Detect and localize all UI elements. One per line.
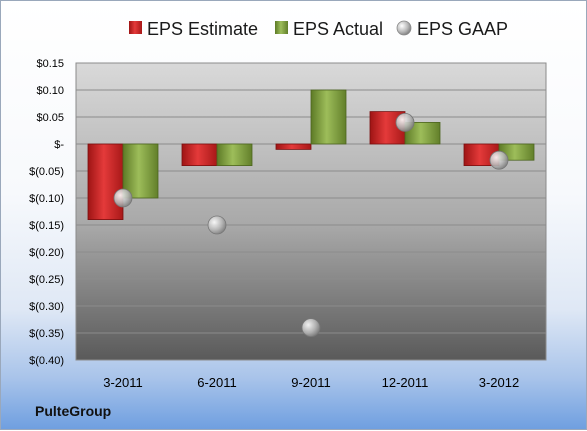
bar-eps-actual (122, 143, 159, 199)
y-tick-label: $(0.35) (29, 328, 64, 340)
legend-marker-gaap (396, 20, 412, 36)
bar-eps-actual (216, 143, 253, 167)
legend-label-actual: EPS Actual (293, 19, 383, 39)
gridlines (76, 62, 546, 361)
legend-label-estimate: EPS Estimate (147, 19, 258, 39)
x-tick-label: 3-2012 (479, 375, 519, 390)
y-tick-label: $(0.25) (29, 274, 64, 286)
y-tick-label: $- (54, 139, 64, 151)
y-tick-label: $0.05 (36, 112, 64, 124)
bar-eps-estimate (87, 143, 124, 220)
y-tick-label: $0.10 (36, 85, 64, 97)
point-eps-gaap (489, 150, 509, 170)
legend-swatch-estimate (129, 21, 142, 34)
point-eps-gaap (113, 188, 133, 208)
company-name: PulteGroup (35, 403, 112, 419)
point-eps-gaap (207, 215, 227, 235)
legend-swatch-actual (275, 21, 288, 34)
point-eps-gaap (301, 318, 321, 338)
y-tick-label: $(0.05) (29, 166, 64, 178)
gaap-points (113, 113, 509, 338)
y-tick-label: $(0.30) (29, 301, 64, 313)
y-tick-label: $(0.20) (29, 247, 64, 259)
x-tick-label: 3-2011 (103, 375, 143, 390)
bars (87, 89, 535, 220)
y-tick-label: $(0.10) (29, 193, 64, 205)
x-tick-label: 6-2011 (197, 375, 237, 390)
bar-eps-actual (404, 122, 441, 145)
y-tick-label: $(0.40) (29, 355, 64, 367)
point-eps-gaap (395, 113, 415, 132)
bar-eps-estimate (181, 143, 218, 167)
legend-label-gaap: EPS GAAP (417, 19, 508, 39)
y-tick-label: $(0.15) (29, 220, 64, 232)
bar-eps-actual (310, 89, 347, 145)
x-axis: 3-2011 6-2011 9-2011 12-2011 3-2012 (103, 375, 519, 390)
legend: EPS Estimate EPS Actual EPS GAAP (129, 19, 508, 39)
x-tick-label: 9-2011 (291, 375, 331, 390)
y-axis: $0.15 $0.10 $0.05 $- $(0.05) $(0.10) $(0.15) $(… (29, 58, 64, 367)
x-tick-label: 12-2011 (382, 375, 429, 390)
bar-eps-estimate (275, 143, 312, 150)
y-tick-label: $0.15 (36, 58, 64, 70)
